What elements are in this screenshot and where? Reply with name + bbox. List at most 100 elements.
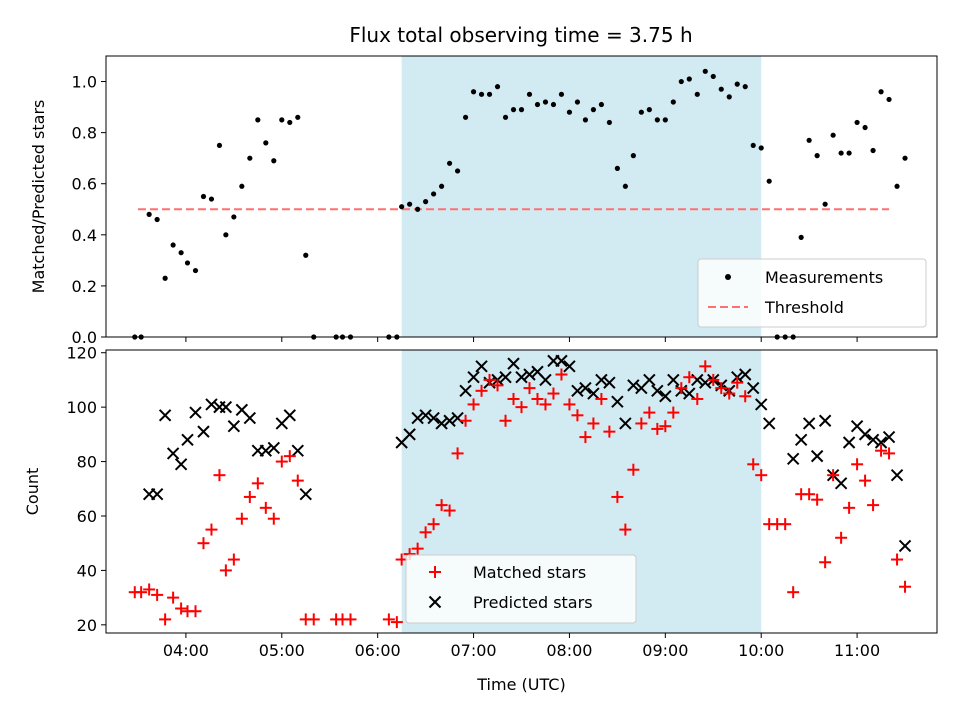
y-tick-label: 0.4 — [72, 226, 97, 245]
measurement-point — [590, 107, 597, 113]
matched-star-point — [827, 469, 840, 482]
measurement-point — [854, 119, 860, 126]
measurement-point — [622, 183, 628, 189]
predicted-star-point — [874, 436, 888, 449]
measurement-point — [200, 193, 207, 200]
predicted-star-point — [403, 428, 416, 441]
matched-star-point — [787, 586, 800, 599]
matched-star-point — [467, 398, 480, 411]
predicted-star-point — [890, 468, 904, 482]
predicted-star-point — [189, 406, 202, 419]
predicted-star-point — [587, 387, 600, 400]
measurement-point — [646, 107, 652, 113]
measurement-point — [542, 99, 549, 105]
matched-star-point — [243, 490, 256, 503]
predicted-star-point — [435, 417, 448, 430]
matched-star-point — [451, 447, 464, 460]
predicted-star-point — [299, 488, 312, 501]
matched-star-point — [603, 425, 616, 438]
measurement-point — [510, 107, 517, 113]
matched-star-point — [547, 387, 560, 400]
matched-star-point — [651, 422, 664, 435]
predicted-star-point — [539, 373, 552, 387]
measurement-point — [566, 109, 573, 115]
y-tick-label: 100 — [66, 398, 97, 417]
matched-star-point — [691, 392, 704, 405]
measurement-point — [574, 99, 581, 105]
matched-star-point — [851, 458, 864, 471]
measurement-point — [239, 183, 245, 189]
y-tick-label: 1.0 — [72, 73, 97, 92]
x-tick-label: 07:00 — [451, 641, 497, 660]
measurement-point — [526, 91, 533, 97]
x-tick-label: 05:00 — [259, 641, 305, 660]
measurement-point — [279, 117, 285, 123]
predicted-star-point — [205, 398, 218, 411]
measurement-point — [846, 150, 852, 156]
measurement-point — [734, 81, 740, 87]
matched-star-point — [189, 605, 202, 618]
matched-star-point — [683, 371, 696, 384]
measurement-point — [494, 84, 501, 90]
measurement-point — [654, 117, 660, 123]
measurement-point — [287, 119, 293, 126]
matched-star-point — [635, 417, 648, 430]
measurement-point — [415, 206, 421, 212]
matched-star-point — [627, 463, 640, 476]
measurement-point — [670, 99, 676, 105]
matched-star-point — [819, 556, 832, 569]
matched-star-point — [563, 398, 576, 411]
legend-matched-marker — [429, 566, 441, 578]
predicted-star-point — [810, 449, 824, 463]
measurement-point — [438, 183, 445, 189]
matched-star-point — [803, 488, 816, 501]
y-tick-label: 0.8 — [72, 124, 97, 143]
predicted-star-point — [667, 373, 680, 387]
predicted-star-point — [898, 539, 912, 553]
matched-star-point — [747, 458, 760, 471]
predicted-star-point — [866, 433, 880, 447]
predicted-star-point — [786, 452, 800, 466]
matched-star-point — [579, 431, 592, 444]
matched-star-point — [779, 518, 792, 531]
measurement-point — [702, 68, 708, 74]
measurement-point — [231, 214, 237, 220]
matched-star-point — [143, 583, 156, 596]
matched-star-point — [555, 368, 568, 381]
ratio-axis-ticks: 0.0 0.2 0.4 0.6 0.8 1.0 — [72, 73, 858, 347]
matched-star-point — [259, 501, 272, 514]
measurement-point — [838, 150, 844, 156]
y-tick-label: 0.6 — [72, 175, 97, 194]
predicted-star-point — [259, 444, 273, 457]
count-axes-frame — [105, 349, 938, 634]
measurement-point — [606, 119, 612, 126]
matched-star-point — [587, 417, 600, 430]
matched-star-point — [267, 512, 280, 525]
x-axis-label: Time (UTC) — [476, 675, 565, 694]
measurement-point — [822, 201, 828, 207]
predicted-star-point — [555, 354, 568, 368]
ratio-y-axis-label: Matched/Predicted stars — [29, 100, 48, 294]
matched-star-point — [175, 602, 188, 615]
measurement-point — [423, 199, 429, 205]
measurement-point — [766, 178, 772, 184]
measurement-point — [502, 114, 509, 120]
measurement-point — [184, 260, 191, 266]
predicted-star-point — [475, 360, 488, 373]
predicted-star-point — [842, 436, 856, 449]
measurement-point — [162, 275, 168, 281]
measurement-point — [478, 91, 485, 97]
measurement-point — [694, 91, 700, 97]
predicted-star-point — [747, 381, 760, 395]
count-panel: 20 40 60 80 100 120 04:00 05:00 06:00 07:00 08:00 0… — [23, 344, 938, 694]
matched-star-point — [611, 490, 624, 503]
y-tick-label: 20 — [77, 616, 97, 635]
matched-star-point — [344, 613, 357, 626]
measurement-point — [686, 76, 692, 82]
predicted-star-point — [739, 368, 752, 381]
measurement-point — [758, 145, 764, 151]
matched-star-point — [411, 542, 424, 555]
matched-star-point — [475, 384, 488, 397]
count-axis-ticks: 20 40 60 80 100 120 04:00 05:00 06:00 07:00 08:00 0… — [66, 344, 880, 660]
matched-star-point — [197, 537, 210, 550]
